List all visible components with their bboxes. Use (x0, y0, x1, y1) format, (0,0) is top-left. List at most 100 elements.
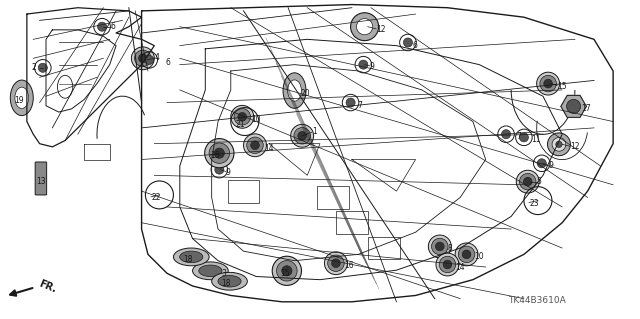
Ellipse shape (431, 238, 448, 255)
Ellipse shape (218, 276, 241, 287)
Ellipse shape (351, 13, 379, 41)
Ellipse shape (247, 137, 263, 153)
Ellipse shape (537, 159, 547, 168)
Text: 3: 3 (221, 270, 226, 278)
Text: 15: 15 (557, 82, 566, 91)
Text: 10: 10 (251, 115, 261, 124)
Ellipse shape (556, 141, 562, 147)
Ellipse shape (547, 133, 570, 156)
Text: 19: 19 (14, 96, 24, 105)
Ellipse shape (173, 248, 209, 266)
Bar (368, 237, 399, 259)
Text: 9: 9 (548, 161, 553, 170)
Text: 22: 22 (151, 193, 161, 202)
Ellipse shape (298, 131, 307, 140)
Ellipse shape (199, 265, 222, 277)
Ellipse shape (180, 251, 203, 263)
Ellipse shape (566, 100, 580, 113)
Text: 12: 12 (376, 25, 385, 34)
Ellipse shape (328, 255, 344, 271)
Ellipse shape (443, 260, 452, 269)
Ellipse shape (138, 54, 147, 63)
Ellipse shape (455, 243, 478, 266)
Bar (336, 211, 368, 234)
Text: TK44B3610A: TK44B3610A (508, 296, 566, 305)
Text: 8: 8 (447, 244, 452, 253)
Ellipse shape (552, 137, 566, 151)
Ellipse shape (244, 134, 266, 157)
Ellipse shape (458, 246, 475, 263)
Bar (228, 180, 259, 203)
Text: 7: 7 (516, 132, 521, 141)
Ellipse shape (145, 56, 154, 64)
Ellipse shape (234, 108, 250, 125)
Ellipse shape (403, 38, 413, 47)
Text: FR.: FR. (37, 278, 58, 295)
Ellipse shape (231, 105, 253, 128)
Text: 10: 10 (474, 252, 484, 261)
Ellipse shape (131, 47, 154, 70)
Ellipse shape (283, 73, 306, 108)
Ellipse shape (516, 170, 540, 193)
Text: 13: 13 (36, 177, 46, 186)
Ellipse shape (287, 80, 301, 101)
Ellipse shape (502, 130, 511, 139)
Ellipse shape (291, 124, 314, 147)
Text: 23: 23 (529, 199, 539, 208)
Ellipse shape (272, 256, 301, 286)
Ellipse shape (214, 148, 225, 158)
Ellipse shape (15, 87, 29, 108)
Text: 20: 20 (301, 89, 310, 98)
Ellipse shape (519, 133, 529, 142)
Ellipse shape (134, 50, 151, 67)
Text: 7: 7 (357, 100, 362, 110)
Text: 11: 11 (532, 135, 541, 145)
Text: 6: 6 (412, 41, 417, 49)
Ellipse shape (276, 261, 297, 281)
FancyBboxPatch shape (35, 162, 47, 195)
Text: 9: 9 (370, 62, 374, 71)
Ellipse shape (436, 253, 459, 276)
Text: 21: 21 (236, 120, 245, 129)
Text: 6: 6 (166, 58, 171, 67)
Ellipse shape (282, 266, 292, 276)
Ellipse shape (97, 22, 107, 31)
Ellipse shape (209, 143, 230, 163)
Text: 14: 14 (455, 263, 465, 271)
Text: 2: 2 (32, 63, 36, 72)
Text: 5: 5 (537, 176, 541, 186)
Text: 14: 14 (264, 144, 273, 153)
Ellipse shape (540, 75, 556, 92)
Ellipse shape (251, 141, 259, 150)
Ellipse shape (356, 19, 372, 35)
Ellipse shape (193, 262, 228, 280)
Ellipse shape (212, 272, 247, 290)
Ellipse shape (215, 165, 224, 174)
Bar (317, 186, 349, 209)
Text: 1: 1 (312, 127, 316, 136)
Text: 18: 18 (221, 279, 231, 288)
Text: 6: 6 (111, 22, 116, 31)
Ellipse shape (462, 250, 471, 259)
Ellipse shape (205, 138, 234, 168)
Ellipse shape (346, 98, 355, 107)
Ellipse shape (10, 80, 33, 115)
Text: 16: 16 (344, 261, 354, 270)
Text: 15: 15 (211, 151, 220, 160)
Polygon shape (561, 95, 586, 117)
Ellipse shape (520, 174, 536, 190)
Ellipse shape (435, 242, 444, 251)
Ellipse shape (332, 259, 340, 268)
Ellipse shape (238, 113, 246, 121)
Ellipse shape (439, 256, 456, 273)
Text: 12: 12 (570, 142, 579, 151)
Ellipse shape (294, 128, 310, 144)
Ellipse shape (324, 252, 348, 275)
Text: 15: 15 (280, 269, 290, 278)
Ellipse shape (359, 60, 368, 69)
Text: 4: 4 (154, 53, 159, 62)
Ellipse shape (428, 235, 451, 258)
Ellipse shape (544, 79, 552, 88)
Ellipse shape (537, 72, 559, 95)
Text: 18: 18 (183, 255, 193, 264)
